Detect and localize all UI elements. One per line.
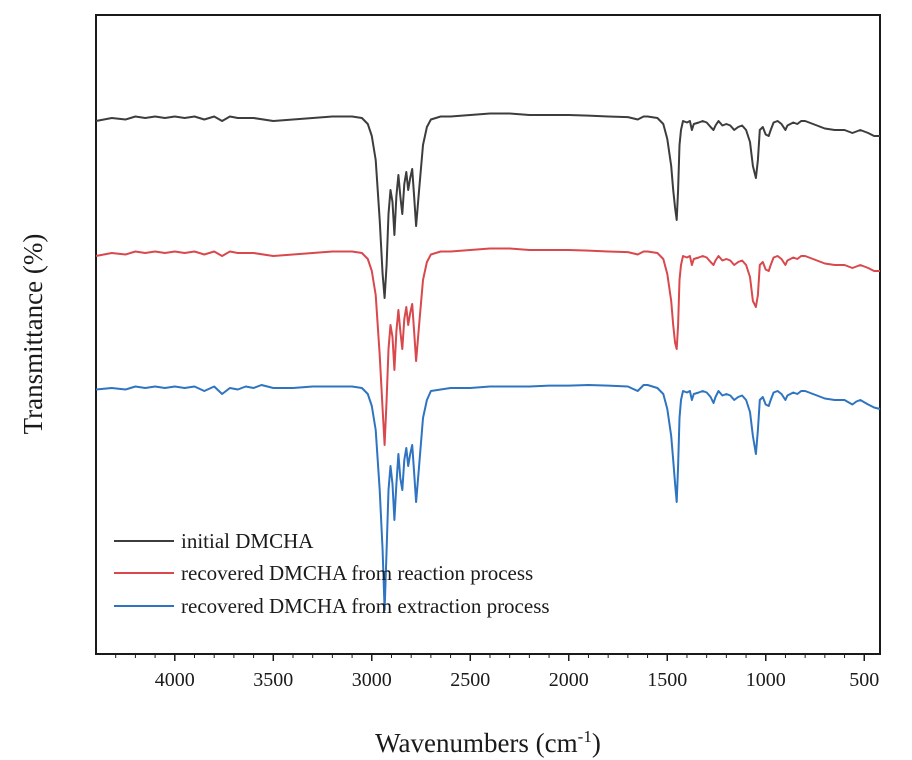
series-line-3 <box>95 384 881 611</box>
x-tick-label-1000: 1000 <box>746 669 786 691</box>
x-tick-label-2000: 2000 <box>549 669 589 691</box>
x-axis-label-main: Wavenumbers (cm <box>375 728 578 758</box>
plot-frame <box>95 14 881 655</box>
legend-label-1: initial DMCHA <box>181 529 314 553</box>
legend: initial DMCHA recovered DMCHA from reacti… <box>114 529 550 618</box>
x-tick-label-1500: 1500 <box>647 669 687 691</box>
x-tick-label-3000: 3000 <box>352 669 392 691</box>
legend-label-3: recovered DMCHA from extraction process <box>181 594 550 618</box>
x-axis-label-superscript: -1 <box>578 727 592 746</box>
y-axis-label: Transmittance (%) <box>18 234 48 435</box>
series-line-2 <box>95 247 880 446</box>
x-ticks: 4000 3500 3000 2500 2000 1500 1000 500 <box>115 654 879 691</box>
x-tick-label-3500: 3500 <box>253 669 293 691</box>
x-tick-label-2500: 2500 <box>450 669 490 691</box>
x-axis-label: Wavenumbers (cm-1) <box>375 727 601 758</box>
series-layer <box>95 112 881 611</box>
x-tick-label-500: 500 <box>849 669 879 691</box>
legend-label-2: recovered DMCHA from reaction process <box>181 561 533 585</box>
series-line-1 <box>95 112 880 299</box>
x-axis-label-suffix: ) <box>592 728 601 758</box>
x-tick-label-4000: 4000 <box>155 669 195 691</box>
